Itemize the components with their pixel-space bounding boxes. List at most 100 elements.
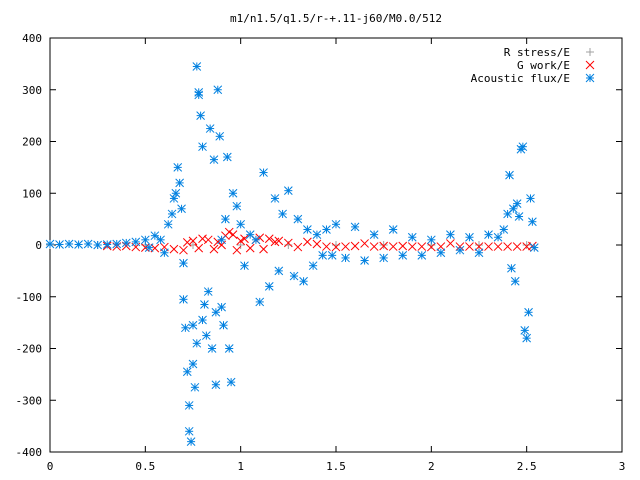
- data-point: [150, 231, 160, 241]
- data-point: [240, 234, 249, 244]
- data-point: [179, 245, 188, 255]
- data-point: [398, 241, 408, 251]
- data-point: [228, 188, 238, 198]
- data-point: [102, 240, 112, 249]
- data-point: [45, 239, 55, 249]
- data-point: [436, 248, 446, 258]
- data-point: [93, 240, 103, 250]
- legend-marker-stroke: [585, 73, 595, 83]
- data-point: [194, 243, 204, 253]
- data-point: [121, 238, 131, 248]
- data-point: [163, 219, 173, 229]
- data-point: [388, 242, 398, 251]
- x-tick-label: 2.5: [517, 460, 537, 473]
- data-point: [341, 253, 350, 263]
- data-point: [474, 248, 484, 258]
- data-point: [360, 239, 369, 248]
- data-point: [131, 237, 141, 247]
- data-point: [312, 230, 322, 240]
- data-point: [426, 242, 436, 252]
- data-point: [499, 225, 509, 234]
- y-tick-label: 0: [35, 239, 42, 252]
- data-point: [514, 212, 524, 221]
- data-point: [299, 276, 308, 286]
- data-point: [175, 178, 185, 188]
- legend-label: G work/E: [517, 59, 570, 72]
- data-point: [182, 238, 192, 247]
- y-axis: -400 -300 -200 -100 0 100 200 300 400: [16, 32, 622, 459]
- data-point: [211, 380, 221, 390]
- data-point: [177, 204, 186, 214]
- data-point: [518, 142, 528, 152]
- data-point: [215, 131, 225, 141]
- y-tick-label: -300: [16, 394, 43, 407]
- data-point: [74, 240, 83, 249]
- data-point: [205, 124, 215, 133]
- data-point: [184, 426, 194, 436]
- data-point: [217, 235, 226, 245]
- data-point: [426, 235, 436, 245]
- data-point: [64, 239, 74, 249]
- data-point: [407, 232, 417, 242]
- data-point: [407, 242, 417, 251]
- data-point: [379, 253, 389, 263]
- legend-marker-stroke: [585, 60, 595, 70]
- data-point: [289, 271, 299, 281]
- data-point: [156, 235, 165, 245]
- y-tick-label: -400: [16, 446, 43, 459]
- data-point: [327, 250, 337, 260]
- y-tick-label: -100: [16, 291, 43, 304]
- data-point: [224, 227, 234, 237]
- data-point: [274, 266, 284, 276]
- data-point: [465, 232, 474, 242]
- data-point: [293, 242, 303, 252]
- data-point: [213, 85, 223, 95]
- data-point: [203, 287, 213, 296]
- data-point: [369, 242, 379, 251]
- data-point: [236, 219, 246, 229]
- legend-marker: [585, 73, 595, 83]
- x-tick-label: 1.5: [326, 460, 346, 473]
- data-point: [196, 111, 205, 120]
- data-point: [293, 214, 303, 224]
- data-point: [528, 217, 537, 227]
- data-point: [322, 225, 331, 234]
- chart-title: m1/n1.5/q1.5/r-+.11-j60/M0.0/512: [230, 12, 442, 25]
- data-point: [186, 437, 196, 447]
- data-point: [417, 242, 427, 251]
- data-point: [283, 186, 293, 196]
- data-point: [474, 242, 484, 251]
- data-point: [341, 242, 350, 251]
- data-point: [455, 245, 465, 255]
- data-point: [388, 225, 398, 234]
- data-point: [190, 382, 200, 392]
- data-point: [167, 209, 177, 219]
- data-point: [507, 263, 516, 273]
- data-point: [360, 256, 369, 265]
- data-point: [207, 344, 217, 353]
- data-point: [369, 230, 379, 240]
- data-point: [303, 237, 312, 247]
- data-point: [350, 241, 360, 251]
- series-layer: [45, 62, 539, 447]
- x-tick-label: 1: [237, 460, 244, 473]
- data-point: [209, 244, 219, 254]
- data-point: [522, 242, 532, 251]
- x-tick-label: 3: [619, 460, 626, 473]
- data-point: [179, 258, 188, 268]
- data-point: [331, 219, 341, 229]
- data-point: [209, 155, 219, 164]
- data-point: [201, 331, 211, 340]
- data-point: [188, 359, 198, 369]
- data-point: [512, 242, 522, 251]
- data-point: [524, 307, 533, 317]
- data-point: [179, 294, 188, 304]
- data-point: [465, 242, 474, 251]
- data-point: [83, 239, 93, 249]
- data-point: [318, 250, 328, 260]
- legend-marker: [585, 60, 595, 70]
- data-point: [484, 242, 493, 251]
- data-point: [417, 250, 427, 260]
- data-point: [484, 230, 493, 240]
